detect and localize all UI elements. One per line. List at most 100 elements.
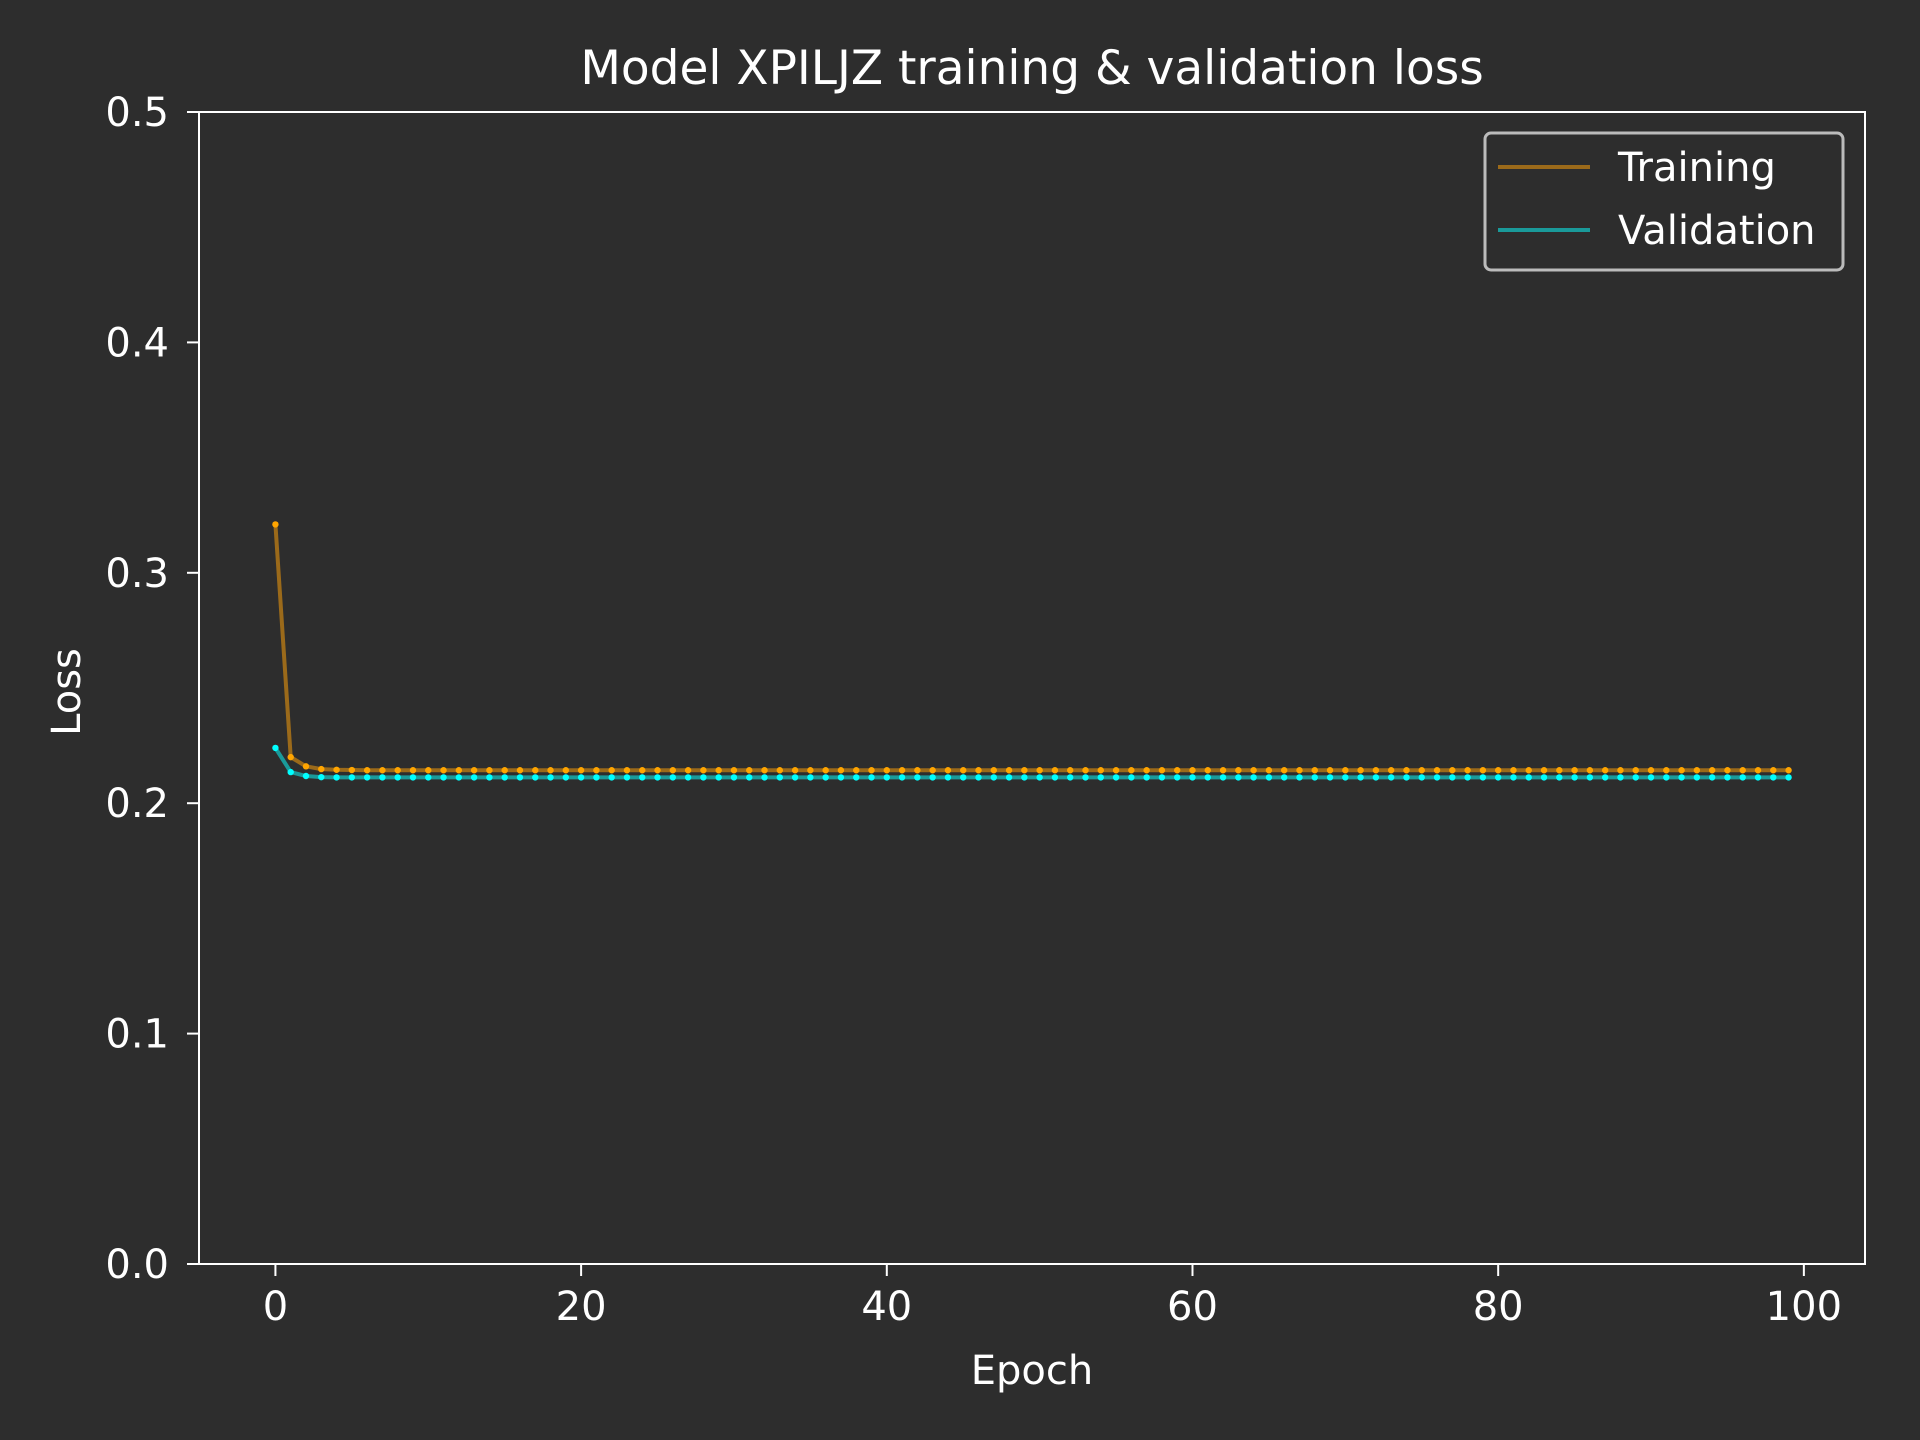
x-tick-label: 0 <box>263 1284 288 1330</box>
data-point-training <box>669 767 677 774</box>
data-point-validation <box>990 774 997 781</box>
data-point-training <box>730 767 738 774</box>
data-point-training <box>1617 767 1624 774</box>
data-point-training <box>1067 767 1074 774</box>
data-point-validation <box>1311 774 1318 781</box>
data-point-validation <box>1632 774 1639 781</box>
data-point-validation <box>516 774 524 781</box>
data-point-training <box>1632 767 1639 774</box>
data-point-training <box>547 767 554 774</box>
data-point-validation <box>1418 774 1425 781</box>
data-point-training <box>654 767 661 774</box>
data-point-validation <box>1770 774 1777 781</box>
x-axis-label: Epoch <box>971 1348 1093 1394</box>
legend-label-training: Training <box>1617 145 1776 191</box>
data-point-training <box>1051 767 1059 774</box>
data-point-validation <box>1663 774 1670 781</box>
data-point-validation <box>394 774 401 781</box>
data-point-training <box>394 767 401 774</box>
data-point-validation <box>1296 774 1303 781</box>
data-point-training <box>1449 767 1456 774</box>
data-point-validation <box>318 773 325 781</box>
data-point-training <box>1036 767 1043 774</box>
data-point-validation <box>898 774 906 781</box>
data-point-training <box>501 767 508 774</box>
data-point-validation <box>1005 774 1013 781</box>
data-point-validation <box>1556 774 1563 781</box>
data-point-validation <box>333 774 340 781</box>
data-point-training <box>1601 767 1609 774</box>
data-point-training <box>791 767 799 774</box>
data-point-validation <box>1387 774 1395 781</box>
data-point-validation <box>302 772 310 780</box>
data-point-validation <box>577 774 585 781</box>
data-point-training <box>1158 767 1166 774</box>
x-tick-label: 40 <box>861 1284 912 1330</box>
data-point-validation <box>1112 774 1120 781</box>
data-point-training <box>700 767 707 774</box>
data-point-training <box>1586 767 1594 774</box>
data-point-validation <box>501 774 508 781</box>
data-point-training <box>532 767 539 774</box>
data-point-training <box>1663 767 1670 774</box>
chart-title: Model XPILJZ training & validation loss <box>580 41 1483 96</box>
data-point-training <box>455 767 463 774</box>
data-point-validation <box>1540 774 1548 781</box>
data-point-training <box>1372 767 1380 774</box>
data-point-training <box>486 767 493 774</box>
data-point-training <box>715 767 722 774</box>
data-point-validation <box>1724 774 1731 781</box>
data-point-validation <box>1204 774 1211 781</box>
legend: Training Validation <box>1483 131 1845 272</box>
data-point-validation <box>1372 774 1380 781</box>
data-point-training <box>1708 767 1716 774</box>
data-point-validation <box>287 768 294 776</box>
data-point-training <box>853 767 860 774</box>
data-point-training <box>1647 767 1655 774</box>
data-point-training <box>1418 767 1425 774</box>
data-point-validation <box>639 774 646 781</box>
data-point-validation <box>822 774 829 781</box>
data-point-validation <box>1036 774 1043 781</box>
data-point-training <box>1189 767 1196 774</box>
data-point-validation <box>1250 774 1257 781</box>
data-point-training <box>1296 767 1303 774</box>
data-point-validation <box>1586 774 1594 781</box>
data-point-training <box>883 767 890 774</box>
data-point-validation <box>715 774 722 781</box>
data-point-training <box>562 767 570 774</box>
data-point-training <box>837 767 845 774</box>
x-tick-label: 60 <box>1167 1284 1218 1330</box>
data-point-validation <box>1571 774 1578 781</box>
data-point-training <box>272 521 279 528</box>
data-point-validation <box>1189 774 1196 781</box>
y-tick-label: 0.4 <box>105 320 169 366</box>
data-point-training <box>577 767 585 774</box>
data-point-training <box>425 767 432 774</box>
data-point-training <box>1112 767 1120 774</box>
data-point-validation <box>1739 774 1746 781</box>
data-point-validation <box>975 774 982 781</box>
data-point-training <box>1311 767 1318 774</box>
data-point-validation <box>1143 774 1150 781</box>
data-point-validation <box>654 774 661 781</box>
data-point-training <box>1082 767 1089 774</box>
data-point-validation <box>1357 774 1364 781</box>
legend-entry-training: Training <box>1498 145 1776 191</box>
data-point-validation <box>1708 774 1716 781</box>
data-point-validation <box>1479 774 1487 781</box>
data-point-validation <box>409 774 417 781</box>
data-point-validation <box>1158 774 1166 781</box>
data-point-validation <box>1601 774 1609 781</box>
data-point-training <box>1540 767 1548 774</box>
data-point-validation <box>1403 774 1410 781</box>
data-point-training <box>960 767 967 774</box>
data-point-validation <box>837 774 845 781</box>
data-point-validation <box>1128 774 1135 781</box>
data-point-training <box>516 767 524 774</box>
data-point-training <box>1433 767 1441 774</box>
data-point-training <box>1754 767 1762 774</box>
data-point-training <box>898 767 906 774</box>
data-point-training <box>1479 767 1487 774</box>
data-point-validation <box>379 774 386 781</box>
